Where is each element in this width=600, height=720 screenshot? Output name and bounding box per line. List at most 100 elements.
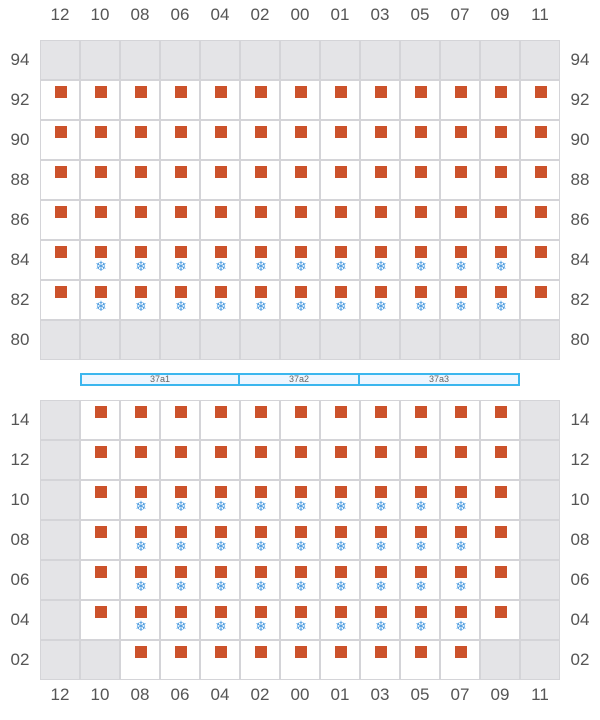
- container-marker[interactable]: [495, 166, 507, 178]
- bay-slot[interactable]: ❄: [240, 520, 280, 560]
- bay-slot[interactable]: [520, 120, 560, 160]
- bay-slot[interactable]: ❄: [280, 240, 320, 280]
- container-marker[interactable]: [335, 166, 347, 178]
- container-marker[interactable]: [375, 286, 387, 298]
- bay-slot[interactable]: [200, 640, 240, 680]
- bay-slot[interactable]: [120, 160, 160, 200]
- bay-slot[interactable]: [80, 80, 120, 120]
- container-marker[interactable]: [175, 486, 187, 498]
- container-marker[interactable]: [215, 486, 227, 498]
- bay-slot[interactable]: [80, 120, 120, 160]
- bay-slot[interactable]: [480, 440, 520, 480]
- container-marker[interactable]: [175, 566, 187, 578]
- bay-slot[interactable]: [280, 80, 320, 120]
- container-marker[interactable]: [335, 606, 347, 618]
- container-marker[interactable]: [335, 86, 347, 98]
- container-marker[interactable]: [455, 446, 467, 458]
- container-marker[interactable]: [535, 286, 547, 298]
- bay-slot[interactable]: [40, 80, 80, 120]
- bay-slot[interactable]: [440, 200, 480, 240]
- container-marker[interactable]: [95, 166, 107, 178]
- container-marker[interactable]: [535, 166, 547, 178]
- container-marker[interactable]: [295, 406, 307, 418]
- container-marker[interactable]: [415, 566, 427, 578]
- container-marker[interactable]: [215, 246, 227, 258]
- bay-slot[interactable]: [280, 400, 320, 440]
- bay-slot[interactable]: ❄: [200, 600, 240, 640]
- container-marker[interactable]: [135, 446, 147, 458]
- bay-slot[interactable]: ❄: [200, 560, 240, 600]
- bay-slot[interactable]: [480, 400, 520, 440]
- container-marker[interactable]: [455, 486, 467, 498]
- bay-slot[interactable]: ❄: [240, 480, 280, 520]
- bay-slot[interactable]: ❄: [200, 240, 240, 280]
- container-marker[interactable]: [375, 206, 387, 218]
- bay-slot[interactable]: ❄: [200, 480, 240, 520]
- bay-slot[interactable]: [320, 80, 360, 120]
- bay-slot[interactable]: [360, 400, 400, 440]
- hatch-cover[interactable]: 37a2: [238, 373, 360, 386]
- bay-slot[interactable]: [200, 400, 240, 440]
- bay-slot[interactable]: [240, 80, 280, 120]
- bay-slot[interactable]: [400, 400, 440, 440]
- bay-slot[interactable]: [440, 80, 480, 120]
- bay-slot[interactable]: ❄: [160, 480, 200, 520]
- bay-slot[interactable]: [400, 160, 440, 200]
- bay-slot[interactable]: ❄: [360, 600, 400, 640]
- container-marker[interactable]: [175, 526, 187, 538]
- container-marker[interactable]: [175, 126, 187, 138]
- bay-slot[interactable]: ❄: [240, 240, 280, 280]
- bay-slot[interactable]: ❄: [320, 600, 360, 640]
- bay-slot[interactable]: [280, 120, 320, 160]
- bay-slot[interactable]: [480, 480, 520, 520]
- bay-slot[interactable]: [240, 440, 280, 480]
- bay-slot[interactable]: ❄: [400, 240, 440, 280]
- container-marker[interactable]: [455, 646, 467, 658]
- container-marker[interactable]: [215, 166, 227, 178]
- container-marker[interactable]: [415, 286, 427, 298]
- container-marker[interactable]: [135, 206, 147, 218]
- container-marker[interactable]: [95, 86, 107, 98]
- container-marker[interactable]: [455, 126, 467, 138]
- container-marker[interactable]: [255, 446, 267, 458]
- bay-slot[interactable]: [320, 640, 360, 680]
- container-marker[interactable]: [535, 246, 547, 258]
- container-marker[interactable]: [295, 606, 307, 618]
- bay-slot[interactable]: ❄: [280, 600, 320, 640]
- bay-slot[interactable]: [480, 560, 520, 600]
- bay-slot[interactable]: ❄: [320, 240, 360, 280]
- container-marker[interactable]: [375, 566, 387, 578]
- container-marker[interactable]: [135, 566, 147, 578]
- container-marker[interactable]: [375, 486, 387, 498]
- bay-slot[interactable]: [280, 440, 320, 480]
- container-marker[interactable]: [455, 526, 467, 538]
- container-marker[interactable]: [135, 246, 147, 258]
- container-marker[interactable]: [535, 86, 547, 98]
- container-marker[interactable]: [135, 646, 147, 658]
- bay-slot[interactable]: [80, 200, 120, 240]
- container-marker[interactable]: [175, 646, 187, 658]
- container-marker[interactable]: [95, 286, 107, 298]
- bay-slot[interactable]: ❄: [360, 560, 400, 600]
- container-marker[interactable]: [495, 406, 507, 418]
- bay-slot[interactable]: [200, 440, 240, 480]
- bay-slot[interactable]: [120, 80, 160, 120]
- bay-slot[interactable]: [200, 120, 240, 160]
- container-marker[interactable]: [95, 446, 107, 458]
- bay-slot[interactable]: ❄: [280, 520, 320, 560]
- container-marker[interactable]: [335, 446, 347, 458]
- container-marker[interactable]: [95, 406, 107, 418]
- bay-slot[interactable]: [120, 120, 160, 160]
- container-marker[interactable]: [175, 86, 187, 98]
- bay-slot[interactable]: [520, 280, 560, 320]
- bay-slot[interactable]: [520, 200, 560, 240]
- bay-slot[interactable]: [400, 640, 440, 680]
- bay-slot[interactable]: ❄: [280, 480, 320, 520]
- container-marker[interactable]: [455, 86, 467, 98]
- container-marker[interactable]: [175, 406, 187, 418]
- container-marker[interactable]: [95, 126, 107, 138]
- bay-slot[interactable]: ❄: [120, 600, 160, 640]
- container-marker[interactable]: [335, 126, 347, 138]
- container-marker[interactable]: [55, 126, 67, 138]
- bay-slot[interactable]: [200, 200, 240, 240]
